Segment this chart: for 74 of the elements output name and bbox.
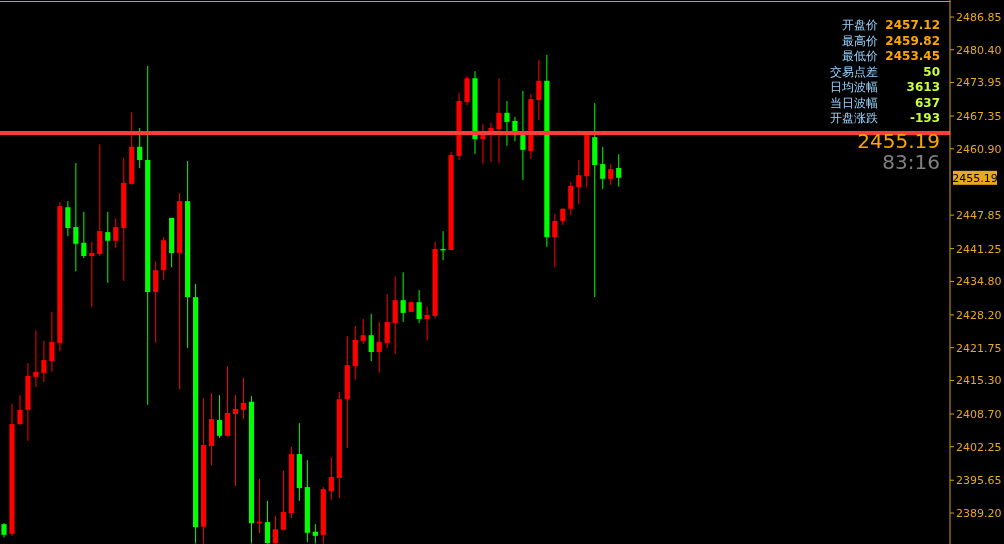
annotation: 2455.19 xyxy=(952,171,998,185)
candlestick xyxy=(41,340,47,383)
candlestick xyxy=(89,241,95,308)
candlestick xyxy=(328,456,334,501)
candlestick xyxy=(536,59,542,121)
y-tick-label: 2480.40 xyxy=(956,43,1002,57)
candlestick xyxy=(608,163,614,186)
candlestick xyxy=(137,127,143,169)
candlestick xyxy=(216,394,223,439)
y-tick-label: 2408.70 xyxy=(956,407,1002,421)
y-tick-label: 2447.85 xyxy=(956,209,1002,223)
y-tick-label: 2428.20 xyxy=(956,308,1002,322)
annotation: 开盘涨跌 xyxy=(830,111,878,127)
candlestick xyxy=(49,311,55,373)
candlestick xyxy=(520,90,526,181)
candlestick xyxy=(113,217,119,249)
candlestick xyxy=(616,153,622,188)
annotation: 3613 xyxy=(905,80,940,96)
y-tick-label: 2467.35 xyxy=(956,109,1002,123)
candlestick xyxy=(464,75,470,106)
candlestick xyxy=(280,470,287,532)
candlestick xyxy=(97,143,103,257)
annotation: 最高价 xyxy=(842,33,878,49)
y-tick-label: 2421.75 xyxy=(956,341,1002,355)
candlestick xyxy=(368,313,374,362)
candlestick xyxy=(576,159,582,205)
candlestick xyxy=(600,146,606,190)
candlestick xyxy=(416,289,422,324)
y-tick-label: 2395.65 xyxy=(956,474,1002,488)
candlestick xyxy=(240,377,247,420)
candlestick xyxy=(552,213,558,268)
candlestick xyxy=(480,123,486,165)
y-tick-label: 2486.85 xyxy=(956,10,1002,24)
candlestick xyxy=(272,515,279,544)
y-tick-label: 2434.80 xyxy=(956,275,1002,289)
annotation: 交易点差 xyxy=(830,64,878,80)
candlestick xyxy=(568,181,574,216)
annotation: 2459.82 xyxy=(884,33,940,49)
candlestick xyxy=(496,77,502,164)
y-tick-label: 2402.25 xyxy=(956,440,1002,454)
annotation: 50 xyxy=(922,64,940,80)
candlestick xyxy=(504,100,510,147)
y-tick-label: 2460.90 xyxy=(956,142,1002,156)
annotation: 2457.12 xyxy=(884,18,940,34)
annotation: 2453.45 xyxy=(884,49,940,65)
annotation: 83:16 xyxy=(882,150,940,174)
y-tick-label: 2441.25 xyxy=(956,242,1002,256)
candlestick xyxy=(17,394,23,426)
y-tick-label: 2389.20 xyxy=(956,506,1002,520)
candlestick xyxy=(400,271,406,323)
annotation: 日均波幅 xyxy=(830,80,878,96)
candlestick xyxy=(392,276,398,355)
annotation: 最低价 xyxy=(842,49,878,65)
candlestick xyxy=(360,318,366,345)
annotation: 2455.19 xyxy=(857,129,940,153)
candlestick xyxy=(73,162,79,272)
candlestick xyxy=(153,260,159,344)
annotation: 当日波幅 xyxy=(830,95,878,111)
annotation: -193 xyxy=(908,111,940,127)
candlestick xyxy=(424,306,430,342)
candlestick xyxy=(65,200,71,237)
candlestick xyxy=(224,365,231,438)
candlestick xyxy=(376,321,382,374)
candlestick xyxy=(312,523,318,544)
candlestick xyxy=(384,293,390,349)
candlestick xyxy=(264,500,271,544)
annotation: 637 xyxy=(913,95,940,111)
candlestick xyxy=(81,211,87,259)
candlestick xyxy=(33,329,39,388)
annotation: 开盘价 xyxy=(842,18,878,34)
candlestick xyxy=(232,394,239,487)
candlestick xyxy=(105,211,111,284)
y-tick-label: 2473.95 xyxy=(956,76,1002,90)
y-tick-label: 2415.30 xyxy=(956,374,1002,388)
